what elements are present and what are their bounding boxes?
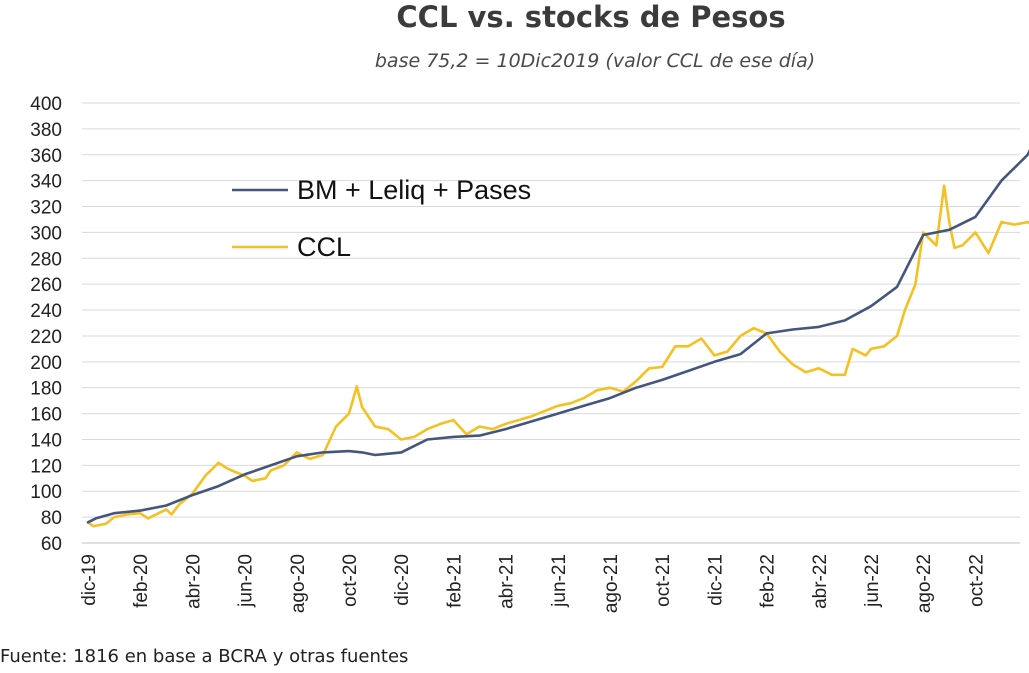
x-tick-label: abr-20 (183, 554, 204, 609)
y-tick-label: 60 (41, 534, 62, 555)
y-tick-label: 80 (41, 508, 62, 529)
y-tick-label: 300 (30, 223, 62, 244)
x-tick-label: feb-22 (758, 554, 779, 608)
x-tick-label: dic-19 (79, 554, 100, 606)
y-tick-label: 260 (30, 275, 62, 296)
y-tick-label: 140 (30, 430, 62, 451)
x-tick-label: ago-20 (288, 554, 309, 613)
legend-label: BM + Leliq + Pases (297, 175, 531, 205)
y-tick-label: 320 (30, 198, 62, 219)
x-tick-label: dic-20 (392, 554, 413, 606)
y-tick-label: 100 (30, 482, 62, 503)
x-axis-tick-labels: dic-19 feb-20 abr-20 jun-20 ago-20 oct-20 dic-… (79, 554, 987, 613)
x-tick-label: abr-21 (497, 554, 518, 609)
x-tick-label: dic-21 (705, 554, 726, 606)
x-tick-label: jun-20 (236, 554, 257, 608)
y-tick-label: 160 (30, 405, 62, 426)
y-tick-label: 200 (30, 353, 62, 374)
x-tick-label: oct-20 (340, 554, 361, 607)
legend: BM + Leliq + Pases CCL (232, 175, 531, 262)
grid-lines (82, 102, 1020, 544)
series-lines (86, 149, 1029, 528)
line-chart: 60 80 100 120 140 160 180 200 220 240 260 280 300 320… (30, 94, 1029, 613)
series-line-bm-leliq-pases (86, 149, 1029, 524)
x-tick-label: feb-21 (444, 554, 465, 608)
x-tick-label: jun-21 (549, 554, 570, 608)
legend-label: CCL (297, 232, 351, 262)
source-note: Fuente: 1816 en base a BCRA y otras fuen… (0, 646, 409, 667)
y-tick-label: 240 (30, 301, 62, 322)
x-tick-label: abr-22 (810, 554, 831, 609)
y-tick-label: 180 (30, 379, 62, 400)
y-tick-label: 220 (30, 327, 62, 348)
x-tick-label: ago-21 (601, 554, 622, 613)
chart-title: CCL vs. stocks de Pesos (396, 0, 786, 34)
y-tick-label: 360 (30, 146, 62, 167)
x-tick-label: ago-22 (914, 554, 935, 613)
y-axis-tick-labels: 60 80 100 120 140 160 180 200 220 240 260 280 300 320… (30, 94, 62, 555)
y-tick-label: 120 (30, 456, 62, 477)
chart-subtitle: base 75,2 = 10Dic2019 (valor CCL de ese … (374, 50, 816, 72)
x-tick-label: oct-21 (653, 554, 674, 607)
y-tick-label: 380 (30, 120, 62, 141)
x-tick-label: oct-22 (966, 554, 987, 607)
y-tick-label: 340 (30, 172, 62, 193)
x-tick-label: jun-22 (862, 554, 883, 608)
y-tick-label: 280 (30, 249, 62, 270)
x-tick-label: feb-20 (131, 554, 152, 608)
y-tick-label: 400 (30, 94, 62, 115)
